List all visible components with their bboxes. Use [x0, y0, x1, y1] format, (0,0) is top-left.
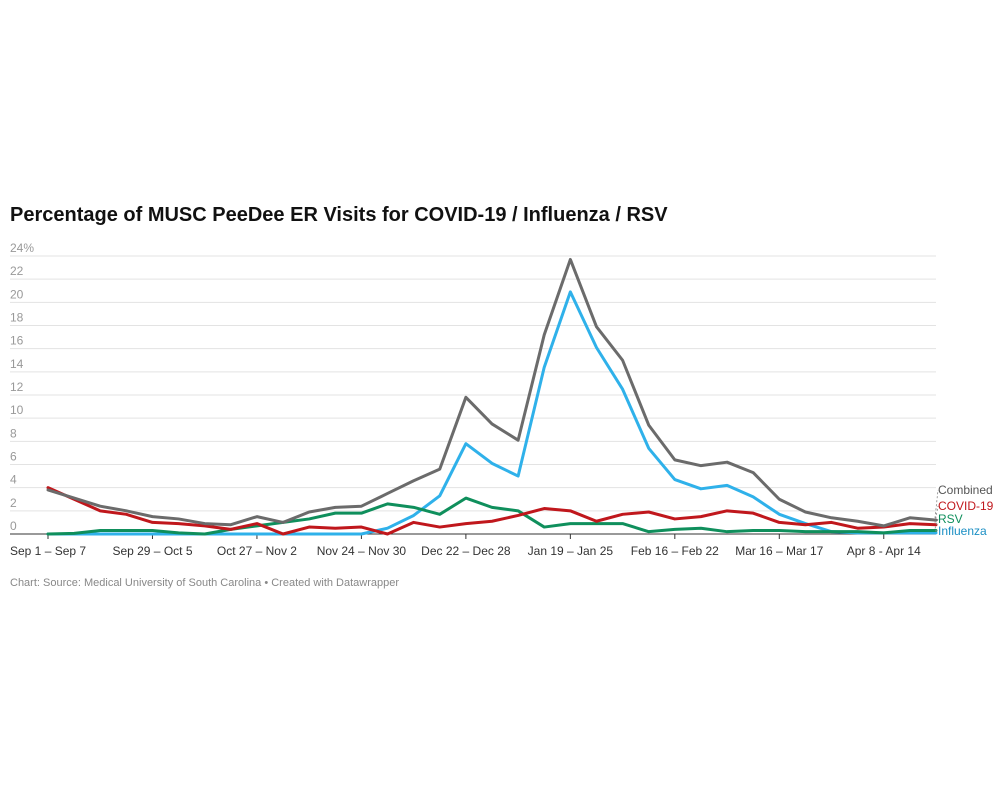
- chart-title: Percentage of MUSC PeeDee ER Visits for …: [10, 204, 668, 226]
- y-tick-label: 4: [10, 473, 17, 487]
- y-tick-label: 6: [10, 450, 17, 464]
- series-lines: [46, 257, 938, 536]
- series-line-influenza: [46, 290, 938, 536]
- x-tick-label: Apr 8 - Apr 14: [847, 544, 921, 558]
- x-tick-label: Feb 16 – Feb 22: [631, 544, 719, 558]
- x-tick-label: Nov 24 – Nov 30: [317, 544, 407, 558]
- y-tick-label: 20: [10, 287, 24, 301]
- series-line-covid-19: [46, 486, 938, 536]
- y-tick-label: 16: [10, 334, 24, 348]
- y-axis-ticks: 0 2 4 6 8 10 12 14 16 18 20 22 24%: [10, 241, 34, 533]
- y-tick-label: 0: [10, 519, 17, 533]
- series-label-combined: Combined: [938, 483, 993, 497]
- series-line-combined: [46, 257, 938, 528]
- x-tick-label: Oct 27 – Nov 2: [217, 544, 297, 558]
- y-tick-label: 22: [10, 264, 24, 278]
- x-axis-ticks: Sep 1 – Sep 7 Sep 29 – Oct 5 Oct 27 – Nov …: [10, 534, 921, 558]
- series-line-rsv: [46, 496, 938, 536]
- y-tick-label: 18: [10, 311, 24, 325]
- x-tick-label: Jan 19 – Jan 25: [528, 544, 614, 558]
- x-tick-label: Dec 22 – Dec 28: [421, 544, 511, 558]
- y-tick-label: 2: [10, 496, 17, 510]
- y-tick-label: 24%: [10, 241, 34, 255]
- y-tick-label: 14: [10, 357, 24, 371]
- label-leader: [934, 489, 939, 519]
- series-label-rsv: RSV: [938, 512, 963, 526]
- series-label-covid-19: COVID-19: [938, 499, 994, 513]
- y-tick-label: 8: [10, 426, 17, 440]
- series-label-influenza: Influenza: [938, 524, 987, 538]
- label-leader: [934, 505, 939, 523]
- gridlines: [10, 255, 936, 535]
- label-leader: [934, 518, 939, 529]
- chart-footer: Chart: Source: Medical University of Sou…: [10, 577, 400, 589]
- y-tick-label: 10: [10, 403, 24, 417]
- y-tick-label: 12: [10, 380, 24, 394]
- x-tick-label: Sep 1 – Sep 7: [10, 544, 86, 558]
- x-tick-label: Sep 29 – Oct 5: [112, 544, 192, 558]
- x-tick-label: Mar 16 – Mar 17: [735, 544, 823, 558]
